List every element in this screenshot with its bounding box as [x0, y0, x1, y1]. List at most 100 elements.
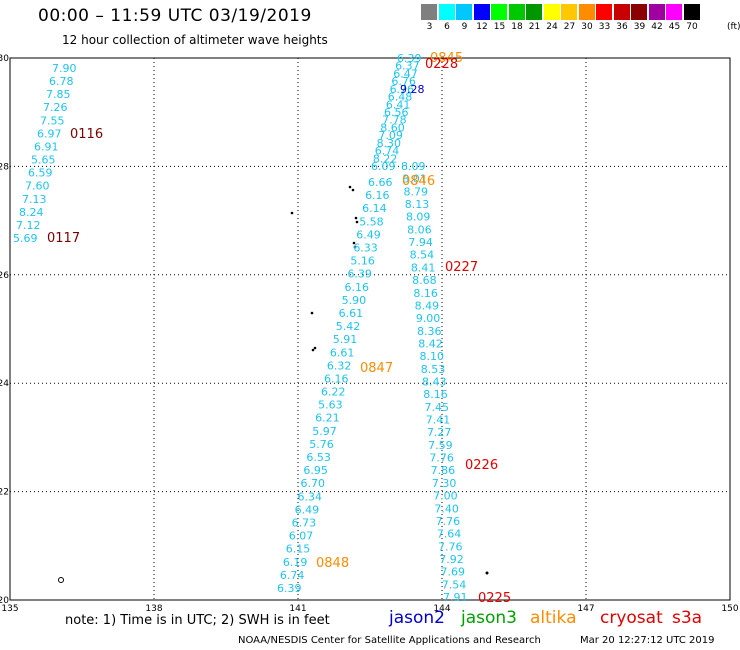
swh-value-east-track: 7.76 — [438, 540, 463, 553]
swh-value-west-track: 7.13 — [22, 193, 47, 206]
colorbar-swatch — [578, 4, 596, 20]
colorbar-label: 6 — [444, 22, 450, 32]
swh-value-east-track: 7.45 — [424, 401, 449, 414]
swh-value-mid-track: 6.32 — [327, 359, 352, 372]
swh-value-mid-track: 6.66 — [368, 176, 393, 189]
swh-value-north-cluster: 6.37 — [395, 60, 420, 73]
swh-value-mid-track: 6.21 — [315, 412, 340, 425]
island-dot — [353, 245, 357, 249]
swh-value-mid-track: 6.14 — [362, 202, 387, 215]
lon-tick-label: 135 — [1, 604, 18, 614]
colorbar-label: 30 — [581, 22, 593, 32]
colorbar-swatch — [596, 4, 613, 20]
lat-tick-label: 24 — [0, 379, 9, 389]
swh-value-mid-track: 5.90 — [342, 294, 367, 307]
lat-tick-label: 28 — [0, 162, 9, 172]
colorbar-label: 9 — [461, 22, 468, 32]
swh-value-mid-track: 6.22 — [321, 386, 346, 399]
swh-value-east-track: 7.27 — [427, 426, 452, 439]
colorbar-label: 36 — [616, 22, 628, 32]
pass-time-label: 0228 — [425, 57, 458, 72]
swh-value-mid-track: 6.34 — [298, 490, 323, 503]
colorbar-swatch — [666, 4, 683, 20]
swh-value-mid-track: 5.76 — [309, 438, 334, 451]
island-dot — [290, 211, 294, 215]
swh-value-north-cluster: 6.41 — [386, 98, 411, 111]
swh-value-mid-track: 6.70 — [300, 477, 325, 490]
swh-value-east-track: 7.41 — [426, 414, 451, 427]
swh-value-east-track: 7.64 — [437, 528, 462, 541]
island-dot — [354, 216, 358, 220]
swh-value-west-track: 7.85 — [46, 88, 71, 101]
island-marker — [58, 577, 64, 583]
swh-value-east-track: 8.10 — [420, 350, 445, 363]
swh-value-mid-track: 6.39 — [347, 268, 372, 281]
swh-value-east-track: 7.76 — [429, 452, 454, 465]
swh-value-jason2: 9.28 — [400, 83, 425, 96]
swh-value-mid-track: 6.49 — [356, 228, 381, 241]
colorbar-swatch — [526, 4, 543, 20]
pass-time-label: 0117 — [47, 231, 80, 246]
swh-value-east-track: 7.76 — [436, 515, 461, 528]
swh-value-east-track: 8.41 — [411, 261, 436, 274]
swh-value-west-track: 8.24 — [19, 206, 44, 219]
swh-value-mid-track: 5.42 — [336, 320, 361, 333]
swh-value-east-track: 7.91 — [443, 591, 468, 604]
swh-value-north-cluster: 6.48 — [388, 91, 413, 104]
swh-value-north-cluster: 6.74 — [375, 145, 400, 158]
satellite-cryosat: cryosat — [600, 608, 663, 628]
swh-value-north-cluster: 8.22 — [373, 152, 398, 165]
colorbar-label: 70 — [686, 22, 698, 32]
pass-time-label: 0226 — [465, 458, 498, 473]
swh-value-mid-track: 6.39 — [277, 582, 302, 595]
swh-value-north-cluster: 6.76 — [390, 83, 415, 96]
swh-value-north-cluster: 6.39 — [397, 52, 422, 65]
colorbar-label: 27 — [563, 22, 576, 32]
swh-value-mid-track: 6.07 — [289, 530, 314, 543]
satellite-jason2: jason2 — [389, 608, 445, 628]
satellite-s3a: s3a — [672, 608, 703, 628]
swh-value-east-track: 8.43 — [422, 376, 447, 389]
swh-value-east-track: 7.94 — [408, 236, 433, 249]
swh-value-mid-track: 6.61 — [339, 307, 364, 320]
colorbar-label: 12 — [476, 22, 488, 32]
colorbar-swatch — [438, 4, 456, 20]
swh-value-mid-track: 6.16 — [365, 189, 390, 202]
colorbar-unit: (ft) — [727, 22, 740, 32]
swh-value-west-track: 7.12 — [16, 219, 41, 232]
pass-time-label: 0846 — [402, 174, 435, 189]
swh-value-east-track: 8.01 — [402, 173, 427, 186]
pass-time-label: 0845 — [430, 51, 463, 66]
island-dot — [348, 185, 352, 189]
swh-value-east-track: 8.42 — [418, 337, 443, 350]
lat-tick-label: 22 — [0, 488, 9, 498]
swh-value-east-track: 8.49 — [415, 299, 440, 312]
colorbar-swatch — [683, 4, 701, 20]
swh-value-west-track: 6.78 — [49, 75, 74, 88]
island-dot — [311, 348, 315, 352]
swh-value-east-track: 8.13 — [405, 198, 430, 211]
swh-value-west-track: 7.60 — [25, 180, 50, 193]
swh-value-east-track: 8.09 — [401, 160, 426, 173]
swh-value-mid-track: 5.63 — [318, 399, 343, 412]
generated-timestamp: Mar 20 12:27:12 UTC 2019 — [580, 635, 715, 646]
colorbar-swatch — [421, 4, 438, 20]
swh-value-mid-track: 6.33 — [353, 241, 378, 254]
colorbar-label: 33 — [598, 22, 611, 32]
swh-value-mid-track: 6.73 — [292, 517, 317, 530]
pass-time-label: 0847 — [360, 361, 393, 376]
colorbar-swatch — [631, 4, 648, 20]
swh-value-west-track: 6.97 — [37, 127, 62, 140]
swh-value-north-cluster: 8.60 — [380, 121, 405, 134]
island-dot — [485, 571, 489, 575]
island-dot — [355, 220, 359, 224]
swh-value-east-track: 7.59 — [428, 439, 453, 452]
swh-value-mid-track: 5.16 — [350, 255, 375, 268]
swh-value-west-track: 6.59 — [28, 167, 53, 180]
lon-tick-label: 147 — [577, 604, 594, 614]
map-frame — [9, 57, 731, 601]
colorbar-swatch — [456, 4, 473, 20]
swh-value-north-cluster: 6.47 — [393, 67, 418, 80]
swh-value-north-cluster: 6.09 — [371, 160, 396, 173]
swh-value-mid-track: 6.49 — [295, 503, 320, 516]
